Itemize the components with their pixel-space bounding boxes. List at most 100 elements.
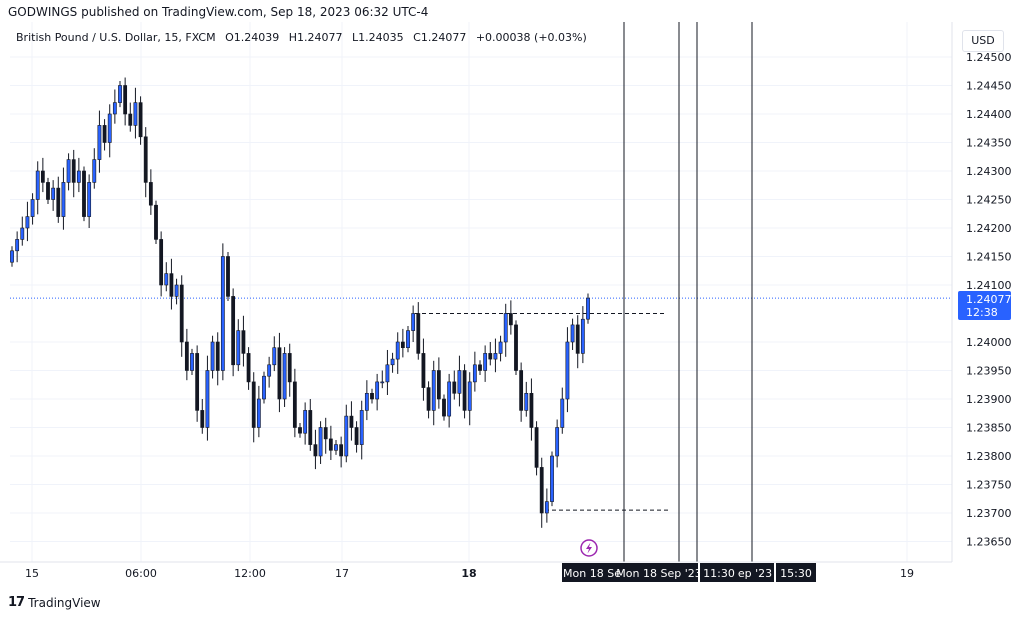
candle-body — [76, 170, 81, 183]
candle — [380, 370, 385, 389]
candle-body — [200, 410, 205, 428]
candle — [246, 347, 251, 390]
symbol-name: British Pound / U.S. Dollar, 15, FXCM — [16, 31, 216, 44]
last-price-badge: 1.24077 12:38 — [958, 291, 1012, 320]
candle — [390, 352, 395, 373]
candle — [66, 153, 71, 191]
candle-body — [35, 170, 40, 200]
candle-body — [159, 239, 164, 286]
candle — [524, 381, 529, 417]
candle-body — [190, 353, 194, 371]
candle-body — [51, 187, 56, 200]
candle — [292, 368, 297, 438]
candle-body — [390, 358, 395, 366]
candle — [442, 394, 446, 421]
candle — [61, 167, 66, 230]
alert-marker[interactable] — [580, 539, 598, 557]
candle-body — [436, 370, 441, 400]
candle-body — [138, 102, 143, 138]
candle — [565, 327, 570, 413]
candle — [112, 89, 117, 124]
candle — [544, 488, 549, 523]
time-tag-bg — [700, 563, 738, 582]
candle — [364, 380, 369, 421]
candle — [143, 127, 148, 198]
candle-body — [508, 313, 513, 326]
candle — [210, 335, 215, 379]
candle-body — [586, 297, 590, 320]
candle — [375, 373, 380, 411]
time-tag-label: 15:30 — [780, 567, 812, 580]
candle-body — [457, 370, 462, 394]
candle — [359, 400, 364, 460]
time-tag-bg — [620, 563, 698, 582]
candle — [51, 180, 56, 211]
candle-body — [462, 370, 467, 411]
candle — [354, 421, 359, 453]
candle — [20, 216, 25, 246]
candle-body — [169, 273, 174, 297]
price-tick-label: 1.24250 — [966, 194, 1012, 207]
candle-body — [287, 353, 292, 383]
currency-button[interactable]: USD — [962, 30, 1004, 52]
candle-body — [560, 398, 565, 428]
candle-body — [82, 170, 86, 217]
candle — [56, 176, 61, 223]
candle-body — [56, 187, 61, 217]
candle-body — [503, 313, 508, 343]
candle-body — [164, 273, 169, 286]
candle — [287, 343, 292, 397]
candle-body — [61, 182, 66, 217]
candle-body — [97, 125, 102, 160]
price-tick-label: 1.23900 — [966, 393, 1012, 406]
candle — [586, 293, 590, 324]
candle-body — [478, 364, 482, 371]
candle — [267, 356, 272, 388]
price-axis-ticks: 1.24500 1.24450 1.24400 1.24350 1.24300 1.242… — [966, 51, 1012, 549]
candle-body — [534, 427, 539, 468]
candle-body — [195, 353, 200, 411]
candle — [539, 457, 544, 528]
candle — [220, 243, 225, 381]
candle — [529, 378, 534, 441]
time-tag-bg — [736, 563, 774, 582]
candle-body — [426, 387, 431, 411]
time-tick-label: 18 — [461, 567, 476, 580]
candle — [447, 373, 452, 428]
candle — [575, 315, 580, 369]
candle — [478, 360, 482, 376]
candle-body — [539, 467, 544, 514]
publisher-line: GODWINGS published on TradingView.com, S… — [8, 5, 429, 19]
candle — [40, 157, 45, 193]
candle-body — [555, 427, 560, 457]
candle-body — [375, 381, 380, 400]
candle-body — [447, 381, 452, 417]
candle — [118, 80, 122, 108]
candle — [298, 422, 302, 438]
candle — [472, 351, 477, 392]
time-tick-label: 06:00 — [125, 567, 157, 580]
candle-body — [565, 341, 570, 400]
candle — [195, 345, 200, 422]
candle-body — [226, 256, 230, 297]
candle-body — [493, 353, 498, 360]
candle — [493, 338, 498, 373]
candle-body — [118, 85, 122, 103]
price-tick-label: 1.23950 — [966, 365, 1012, 378]
candle — [169, 258, 174, 310]
candle-body — [334, 444, 338, 451]
candle-body — [524, 392, 529, 411]
price-tick-label: 1.23850 — [966, 422, 1012, 435]
candle — [102, 119, 107, 151]
candle — [92, 148, 97, 189]
brand-name: TradingView — [28, 595, 101, 610]
tradingview-logo-icon: 17 — [8, 595, 25, 610]
lightning-icon — [586, 542, 592, 554]
candle — [303, 402, 308, 445]
candle-body — [570, 324, 575, 343]
candle — [467, 372, 472, 426]
candle-body — [400, 341, 405, 348]
candle-body — [303, 410, 308, 434]
candle-body — [220, 256, 225, 371]
